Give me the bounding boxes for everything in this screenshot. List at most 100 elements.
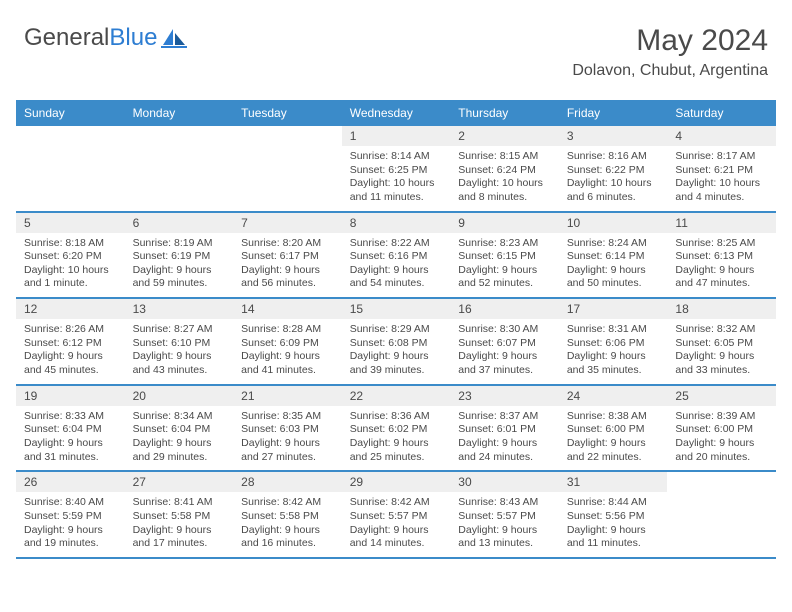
sunset-text: Sunset: 5:56 PM — [567, 510, 660, 524]
daylight-text: Daylight: 9 hours and 47 minutes. — [675, 264, 768, 291]
sunrise-text: Sunrise: 8:30 AM — [458, 323, 551, 337]
daylight-text: Daylight: 9 hours and 27 minutes. — [241, 437, 334, 464]
day-body: Sunrise: 8:20 AMSunset: 6:17 PMDaylight:… — [233, 233, 342, 298]
sunrise-text: Sunrise: 8:42 AM — [241, 496, 334, 510]
sunset-text: Sunset: 6:07 PM — [458, 337, 551, 351]
sunset-text: Sunset: 6:13 PM — [675, 250, 768, 264]
calendar-day: 14Sunrise: 8:28 AMSunset: 6:09 PMDayligh… — [233, 299, 342, 384]
day-body: Sunrise: 8:29 AMSunset: 6:08 PMDaylight:… — [342, 319, 451, 384]
daylight-text: Daylight: 10 hours and 1 minute. — [24, 264, 117, 291]
calendar-day: 4Sunrise: 8:17 AMSunset: 6:21 PMDaylight… — [667, 126, 776, 211]
daylight-text: Daylight: 9 hours and 43 minutes. — [133, 350, 226, 377]
calendar-week: 26Sunrise: 8:40 AMSunset: 5:59 PMDayligh… — [16, 472, 776, 559]
weekday-label: Tuesday — [233, 100, 342, 126]
sunset-text: Sunset: 6:20 PM — [24, 250, 117, 264]
sunrise-text: Sunrise: 8:24 AM — [567, 237, 660, 251]
sunrise-text: Sunrise: 8:32 AM — [675, 323, 768, 337]
sunset-text: Sunset: 6:24 PM — [458, 164, 551, 178]
daylight-text: Daylight: 9 hours and 20 minutes. — [675, 437, 768, 464]
day-number: 1 — [342, 126, 451, 146]
calendar-day: 15Sunrise: 8:29 AMSunset: 6:08 PMDayligh… — [342, 299, 451, 384]
day-body: Sunrise: 8:34 AMSunset: 6:04 PMDaylight:… — [125, 406, 234, 471]
calendar-day: 19Sunrise: 8:33 AMSunset: 6:04 PMDayligh… — [16, 386, 125, 471]
day-number: 18 — [667, 299, 776, 319]
day-number: 12 — [16, 299, 125, 319]
daylight-text: Daylight: 9 hours and 52 minutes. — [458, 264, 551, 291]
calendar-day: 8Sunrise: 8:22 AMSunset: 6:16 PMDaylight… — [342, 213, 451, 298]
sunset-text: Sunset: 6:08 PM — [350, 337, 443, 351]
weekday-header: Sunday Monday Tuesday Wednesday Thursday… — [16, 100, 776, 126]
sunset-text: Sunset: 6:00 PM — [675, 423, 768, 437]
day-body: Sunrise: 8:39 AMSunset: 6:00 PMDaylight:… — [667, 406, 776, 471]
sunset-text: Sunset: 6:19 PM — [133, 250, 226, 264]
sunrise-text: Sunrise: 8:19 AM — [133, 237, 226, 251]
calendar-day: 1Sunrise: 8:14 AMSunset: 6:25 PMDaylight… — [342, 126, 451, 211]
day-number: 8 — [342, 213, 451, 233]
sunrise-text: Sunrise: 8:38 AM — [567, 410, 660, 424]
day-body: Sunrise: 8:25 AMSunset: 6:13 PMDaylight:… — [667, 233, 776, 298]
calendar-day: 29Sunrise: 8:42 AMSunset: 5:57 PMDayligh… — [342, 472, 451, 557]
calendar-day: 9Sunrise: 8:23 AMSunset: 6:15 PMDaylight… — [450, 213, 559, 298]
day-body: Sunrise: 8:38 AMSunset: 6:00 PMDaylight:… — [559, 406, 668, 471]
sunset-text: Sunset: 5:59 PM — [24, 510, 117, 524]
day-number: 25 — [667, 386, 776, 406]
sunrise-text: Sunrise: 8:44 AM — [567, 496, 660, 510]
day-body: Sunrise: 8:43 AMSunset: 5:57 PMDaylight:… — [450, 492, 559, 557]
day-body: Sunrise: 8:16 AMSunset: 6:22 PMDaylight:… — [559, 146, 668, 211]
daylight-text: Daylight: 9 hours and 39 minutes. — [350, 350, 443, 377]
day-number: 20 — [125, 386, 234, 406]
day-number: 16 — [450, 299, 559, 319]
day-body: Sunrise: 8:37 AMSunset: 6:01 PMDaylight:… — [450, 406, 559, 471]
sunrise-text: Sunrise: 8:18 AM — [24, 237, 117, 251]
calendar-day: 28Sunrise: 8:42 AMSunset: 5:58 PMDayligh… — [233, 472, 342, 557]
day-number: 6 — [125, 213, 234, 233]
calendar-week: 5Sunrise: 8:18 AMSunset: 6:20 PMDaylight… — [16, 213, 776, 300]
day-body: Sunrise: 8:24 AMSunset: 6:14 PMDaylight:… — [559, 233, 668, 298]
sunrise-text: Sunrise: 8:23 AM — [458, 237, 551, 251]
day-number: 17 — [559, 299, 668, 319]
day-number: 5 — [16, 213, 125, 233]
daylight-text: Daylight: 10 hours and 8 minutes. — [458, 177, 551, 204]
sunrise-text: Sunrise: 8:31 AM — [567, 323, 660, 337]
calendar-day: 18Sunrise: 8:32 AMSunset: 6:05 PMDayligh… — [667, 299, 776, 384]
day-body: Sunrise: 8:44 AMSunset: 5:56 PMDaylight:… — [559, 492, 668, 557]
daylight-text: Daylight: 9 hours and 50 minutes. — [567, 264, 660, 291]
day-number: 22 — [342, 386, 451, 406]
sunrise-text: Sunrise: 8:34 AM — [133, 410, 226, 424]
day-body: Sunrise: 8:33 AMSunset: 6:04 PMDaylight:… — [16, 406, 125, 471]
calendar-day: 10Sunrise: 8:24 AMSunset: 6:14 PMDayligh… — [559, 213, 668, 298]
day-body: Sunrise: 8:42 AMSunset: 5:58 PMDaylight:… — [233, 492, 342, 557]
day-number: 26 — [16, 472, 125, 492]
daylight-text: Daylight: 9 hours and 22 minutes. — [567, 437, 660, 464]
calendar-day: 16Sunrise: 8:30 AMSunset: 6:07 PMDayligh… — [450, 299, 559, 384]
day-body: Sunrise: 8:40 AMSunset: 5:59 PMDaylight:… — [16, 492, 125, 557]
daylight-text: Daylight: 9 hours and 19 minutes. — [24, 524, 117, 551]
day-body: Sunrise: 8:36 AMSunset: 6:02 PMDaylight:… — [342, 406, 451, 471]
calendar-day — [16, 126, 125, 211]
day-body: Sunrise: 8:22 AMSunset: 6:16 PMDaylight:… — [342, 233, 451, 298]
calendar-day: 25Sunrise: 8:39 AMSunset: 6:00 PMDayligh… — [667, 386, 776, 471]
sunrise-text: Sunrise: 8:20 AM — [241, 237, 334, 251]
daylight-text: Daylight: 9 hours and 17 minutes. — [133, 524, 226, 551]
calendar-day — [125, 126, 234, 211]
calendar-day: 11Sunrise: 8:25 AMSunset: 6:13 PMDayligh… — [667, 213, 776, 298]
day-number: 11 — [667, 213, 776, 233]
weekday-label: Friday — [559, 100, 668, 126]
calendar-day: 7Sunrise: 8:20 AMSunset: 6:17 PMDaylight… — [233, 213, 342, 298]
weekday-label: Thursday — [450, 100, 559, 126]
sunset-text: Sunset: 6:22 PM — [567, 164, 660, 178]
sunset-text: Sunset: 6:16 PM — [350, 250, 443, 264]
header: GeneralBlue May 2024 Dolavon, Chubut, Ar… — [16, 24, 776, 80]
sunset-text: Sunset: 5:57 PM — [458, 510, 551, 524]
sunset-text: Sunset: 6:12 PM — [24, 337, 117, 351]
weekday-label: Monday — [125, 100, 234, 126]
daylight-text: Daylight: 9 hours and 24 minutes. — [458, 437, 551, 464]
sunset-text: Sunset: 6:15 PM — [458, 250, 551, 264]
daylight-text: Daylight: 9 hours and 56 minutes. — [241, 264, 334, 291]
day-number: 29 — [342, 472, 451, 492]
sunset-text: Sunset: 5:57 PM — [350, 510, 443, 524]
day-number: 27 — [125, 472, 234, 492]
calendar-day: 2Sunrise: 8:15 AMSunset: 6:24 PMDaylight… — [450, 126, 559, 211]
sunset-text: Sunset: 6:14 PM — [567, 250, 660, 264]
calendar-day: 6Sunrise: 8:19 AMSunset: 6:19 PMDaylight… — [125, 213, 234, 298]
